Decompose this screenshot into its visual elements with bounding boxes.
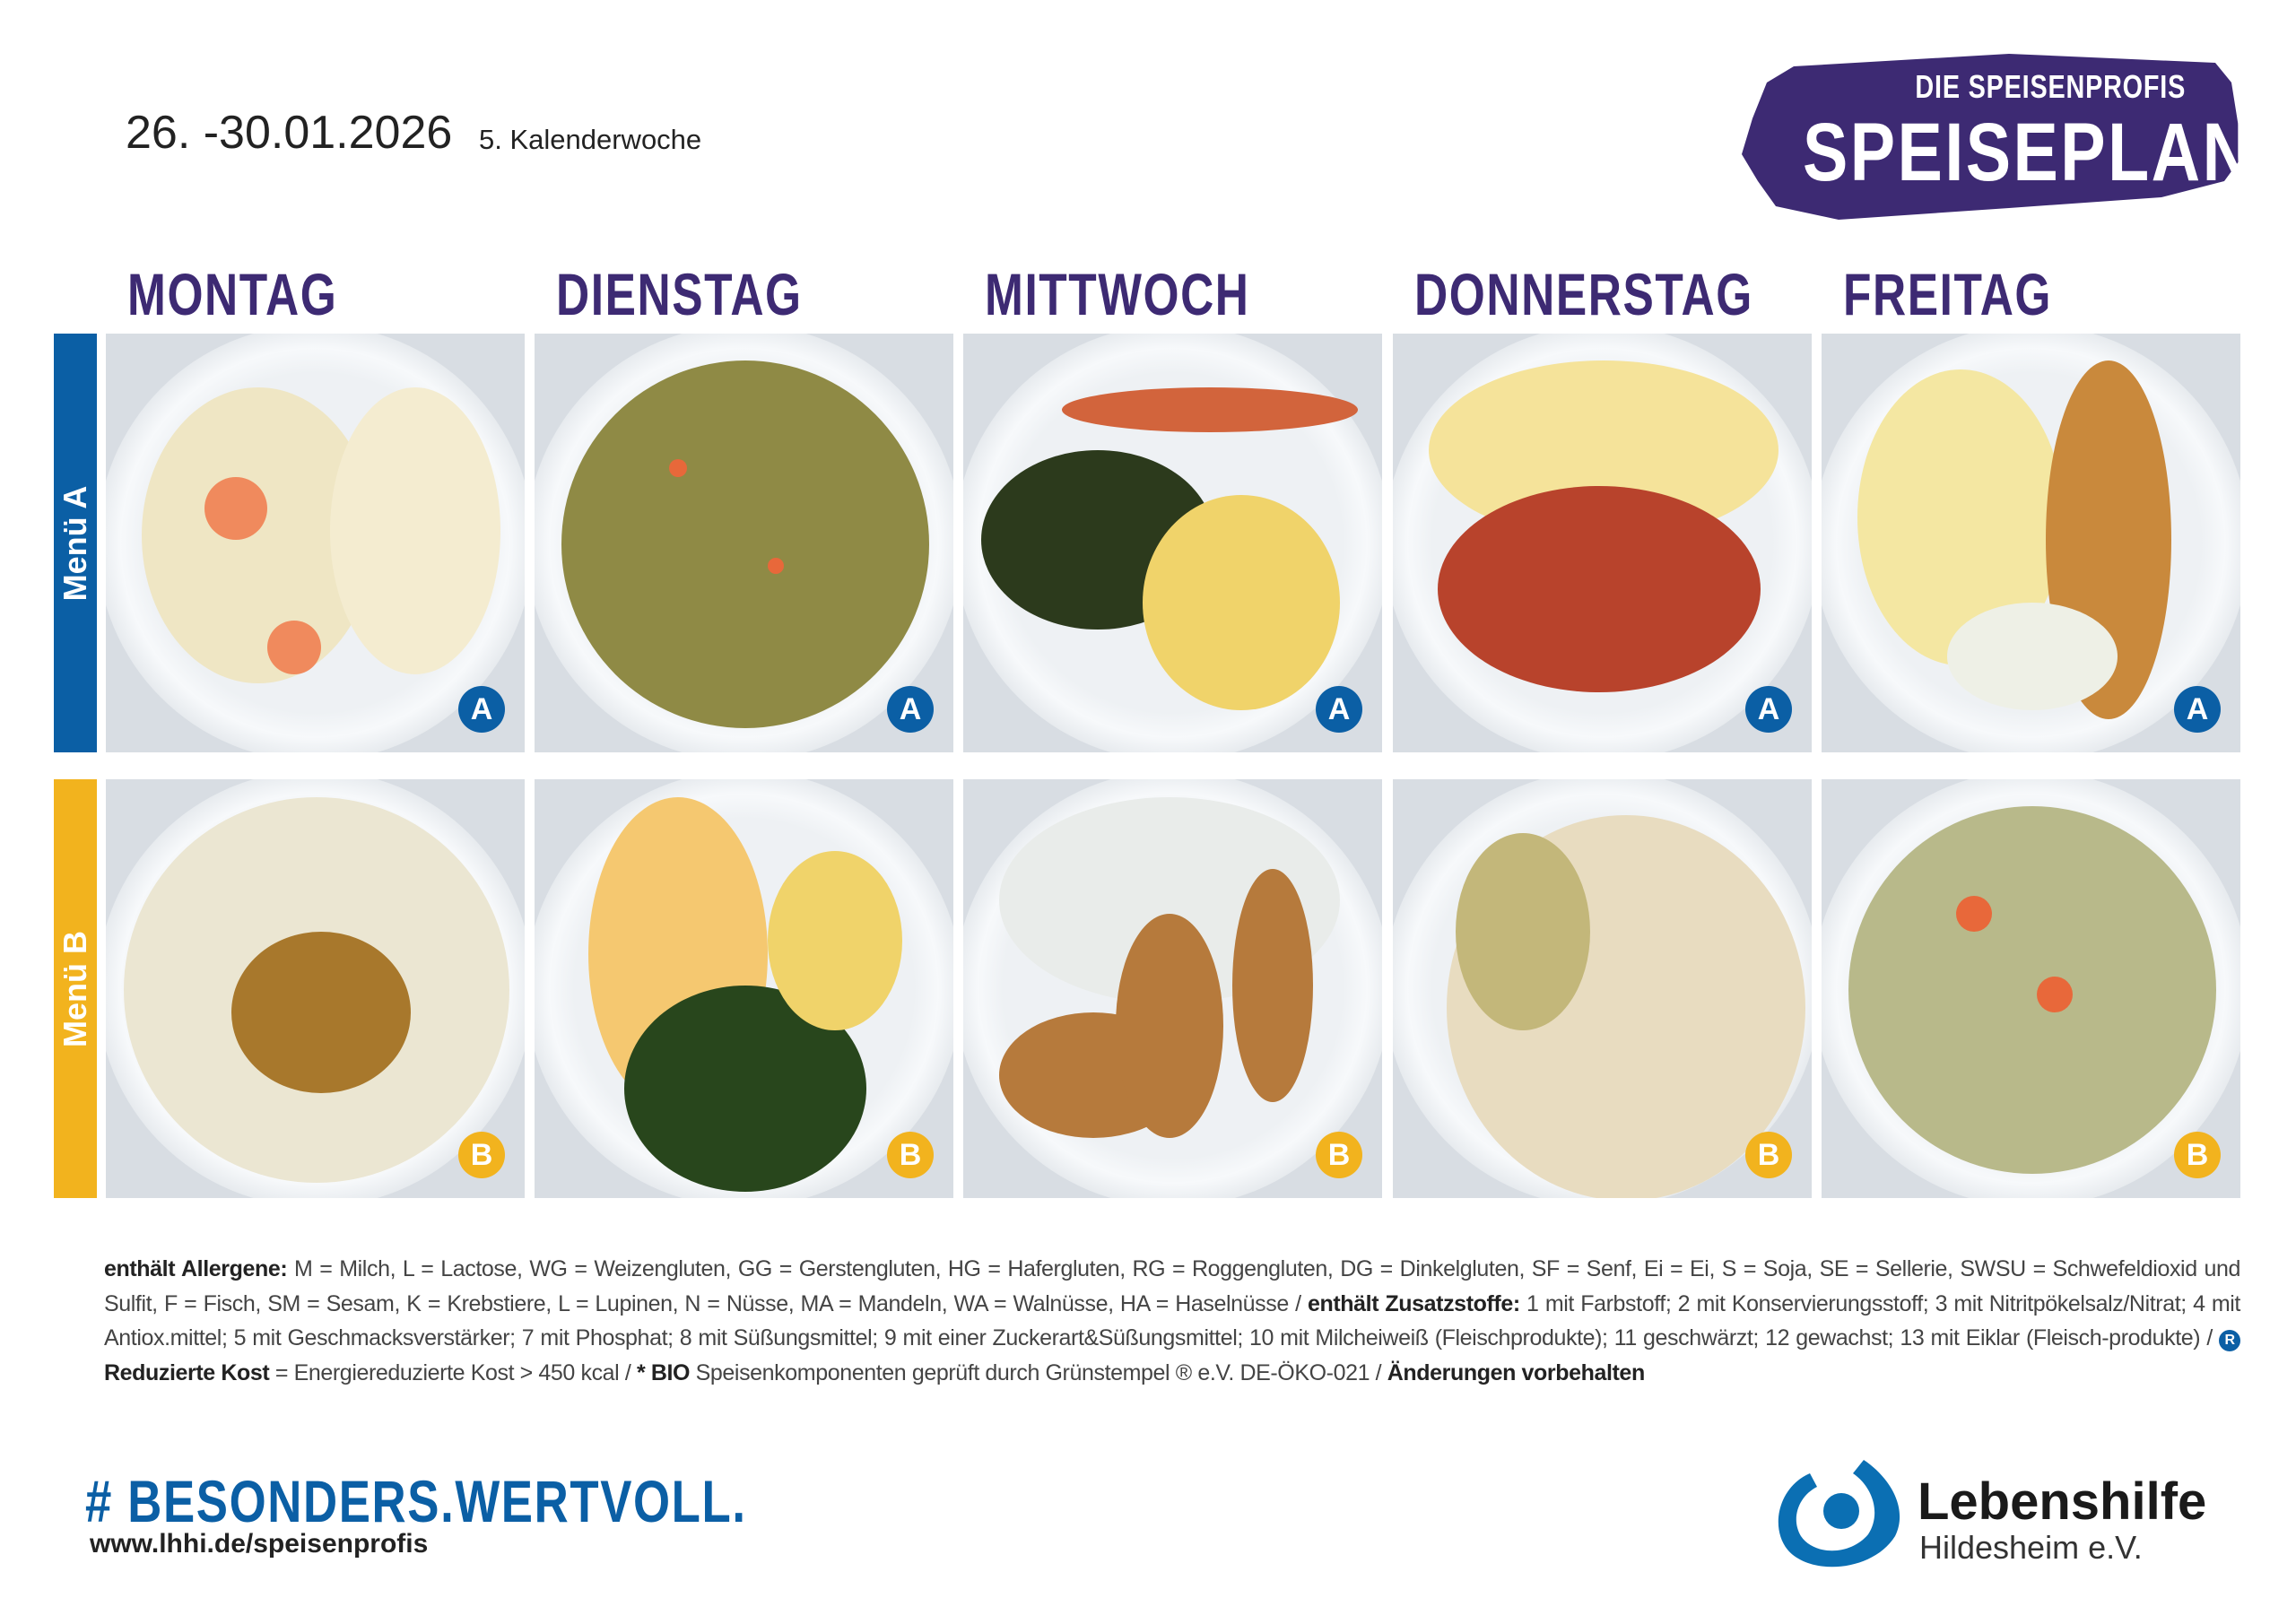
food-item — [1456, 833, 1590, 1030]
menu-badge-icon: B — [1316, 1132, 1362, 1178]
dish-photo-pasta-with-bolognese: A — [1393, 334, 1812, 752]
food-item — [561, 360, 929, 728]
dish-photo-pea-soup: A — [535, 334, 953, 752]
food-item — [1116, 914, 1223, 1138]
reduced-text: = Energiereduzierte Kost > 450 kcal / — [274, 1359, 631, 1385]
dish-photo-sausage-with-kale-and-potatoes: A — [963, 334, 1382, 752]
menu-badge-icon: B — [2174, 1132, 2221, 1178]
food-item — [1062, 387, 1358, 432]
menu-label: Menü A — [57, 485, 93, 601]
menu-label-bar-a: Menü A — [54, 334, 97, 752]
menu-badge-icon: A — [458, 686, 505, 733]
food-item — [1232, 869, 1313, 1102]
dish-photo-breaded-fish-with-potato-salad-and-remoulade: A — [1822, 334, 2240, 752]
dish-photo-omelette-with-spinach-and-potatoes: B — [535, 779, 953, 1198]
menu-badge-icon: A — [887, 686, 934, 733]
calendar-week: 5. Kalenderwoche — [479, 124, 702, 155]
food-item — [1947, 603, 2118, 710]
dish-photo-dumplings-with-mushroom-cream-sauce: B — [1393, 779, 1812, 1198]
speiseplan-logo: DIE SPEISENPROFIS SPEISEPLAN — [1740, 47, 2251, 220]
lebenshilfe-logo: Lebenshilfe Hildesheim e.V. — [1765, 1446, 2213, 1572]
day-header-montag: MONTAG — [127, 261, 338, 327]
day-header-donnerstag: DONNERSTAG — [1414, 261, 1753, 327]
lebenshilfe-mark-icon — [1778, 1460, 1900, 1568]
dish-photo-potato-croquettes-with-herb-dip: B — [963, 779, 1382, 1198]
food-item — [1438, 486, 1761, 692]
menu-badge-icon: A — [1745, 686, 1792, 733]
brand-title: SPEISEPLAN — [1803, 107, 2254, 198]
food-item — [669, 459, 687, 477]
bio-label: * BIO — [636, 1359, 691, 1385]
reduced-badge-icon: R — [2219, 1330, 2241, 1351]
org-name: Lebenshilfe — [1918, 1472, 2207, 1531]
food-item — [204, 477, 267, 540]
menu-badge-icon: B — [458, 1132, 505, 1178]
food-item — [1848, 806, 2216, 1174]
allergens-label: enthält Allergene: — [104, 1256, 288, 1281]
food-item — [231, 932, 411, 1093]
date-range: 26. -30.01.2026 — [126, 107, 453, 159]
menu-label-bar-b: Menü B — [54, 779, 97, 1198]
food-item — [768, 851, 902, 1030]
food-item — [267, 621, 321, 674]
bio-text: Speisenkomponenten geprüft durch Grünste… — [695, 1359, 1382, 1385]
website-link[interactable]: www.lhhi.de/speisenprofis — [90, 1529, 429, 1559]
day-header-dienstag: DIENSTAG — [556, 261, 803, 327]
menu-badge-icon: A — [2174, 686, 2221, 733]
changes-label: Änderungen vorbehalten — [1387, 1359, 1645, 1385]
menu-badge-icon: B — [1745, 1132, 1792, 1178]
food-item — [330, 387, 500, 674]
day-header-mittwoch: MITTWOCH — [985, 261, 1250, 327]
brand-subtitle: DIE SPEISENPROFIS — [1915, 68, 2186, 105]
food-item — [768, 558, 784, 574]
food-item — [2037, 977, 2073, 1012]
legend-text: enthält Allergene: M = Milch, L = Lactos… — [104, 1252, 2240, 1390]
day-header-freitag: FREITAG — [1843, 261, 2053, 327]
reduced-label: Reduzierte Kost — [104, 1359, 270, 1385]
additives-label: enthält Zusatzstoffe: — [1307, 1290, 1520, 1316]
additives-text: 1 mit Farbstoff; 2 mit Konservierungssto… — [104, 1290, 2240, 1351]
dish-photo-vegetable-soup: B — [1822, 779, 2240, 1198]
org-subtitle: Hildesheim e.V. — [1919, 1529, 2143, 1566]
food-item — [1143, 495, 1340, 710]
dish-photo-semolina-pudding-with-applesauce: B — [106, 779, 525, 1198]
dish-photo-chicken-vegetable-fricassee-with-rice: A — [106, 334, 525, 752]
hashtag: # BESONDERS.WERTVOLL. — [85, 1468, 747, 1534]
allergens-text: M = Milch, L = Lactose, WG = Weizenglute… — [104, 1256, 2240, 1316]
menu-label: Menü B — [57, 930, 93, 1047]
menu-badge-icon: B — [887, 1132, 934, 1178]
menu-badge-icon: A — [1316, 686, 1362, 733]
food-item — [1956, 896, 1992, 932]
